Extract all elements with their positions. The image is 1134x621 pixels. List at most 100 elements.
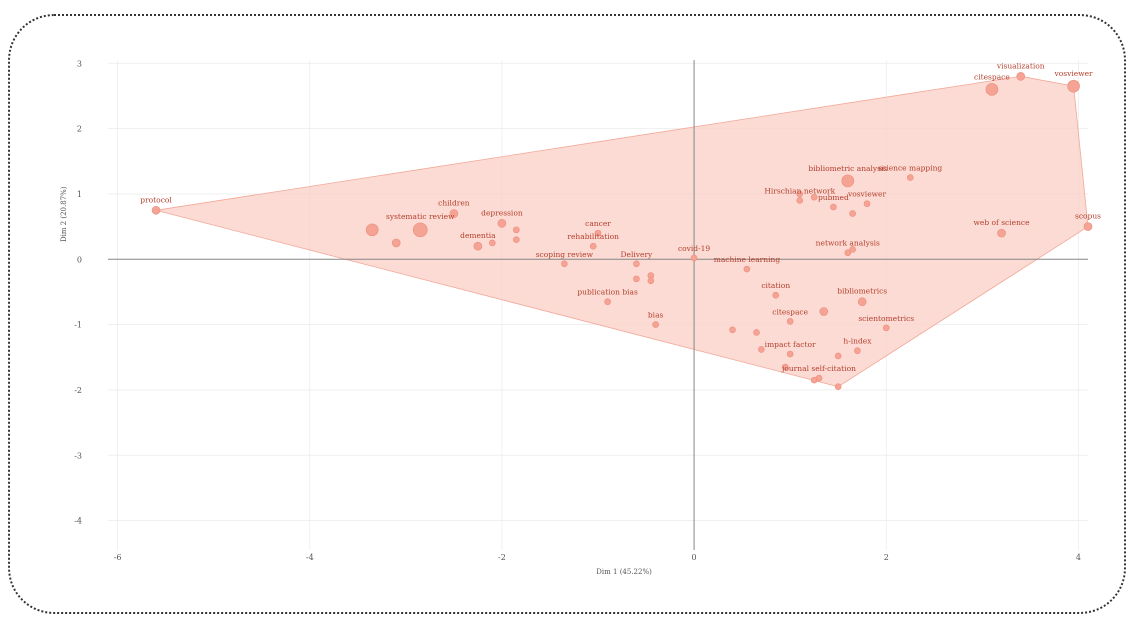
y-tick-label: -2 <box>74 386 82 395</box>
data-point <box>589 242 597 250</box>
point-label: vosviewer <box>847 190 887 199</box>
data-point <box>1083 222 1093 231</box>
data-point <box>151 205 161 215</box>
x-tick-label: -4 <box>306 553 314 562</box>
data-point <box>786 350 794 358</box>
point-label: visualization <box>996 61 1045 70</box>
point-label: scopus <box>1075 212 1101 221</box>
data-point <box>1067 79 1080 93</box>
point-label: citespace <box>772 307 808 316</box>
chart-frame <box>8 14 1126 614</box>
data-point <box>633 260 640 268</box>
data-point <box>391 238 401 248</box>
data-point <box>849 246 856 253</box>
data-point <box>690 254 698 262</box>
point-label: h-index <box>843 337 872 346</box>
point-label: impact factor <box>765 340 816 349</box>
y-tick-label: 0 <box>77 255 82 264</box>
data-point <box>985 83 999 96</box>
x-tick-label: -2 <box>498 553 506 562</box>
point-label: bibliometrics <box>837 287 887 296</box>
point-label: protocol <box>140 195 172 204</box>
data-point <box>473 241 483 251</box>
convex-hull <box>155 75 1089 388</box>
data-point <box>782 363 789 371</box>
point-label: depression <box>481 208 523 217</box>
point-label: rehabilitation <box>567 232 619 241</box>
data-point <box>810 193 818 201</box>
point-label: covid-19 <box>678 244 710 253</box>
point-label: systematic review <box>386 212 455 221</box>
point-label: bibliometric analysis <box>808 164 887 173</box>
point-label: publication bias <box>577 288 638 297</box>
y-tick-label: 3 <box>77 59 82 68</box>
data-point <box>841 174 855 188</box>
point-label: vosviewer <box>1054 69 1094 78</box>
x-axis-label: Dim 1 (45.22%) <box>596 568 652 576</box>
x-tick-label: -6 <box>114 553 122 562</box>
point-label: bias <box>648 311 664 320</box>
data-point <box>449 209 459 218</box>
data-point <box>830 203 837 211</box>
data-point <box>796 190 804 198</box>
data-point <box>497 219 507 228</box>
data-point <box>365 223 379 237</box>
point-label: journal self-citation <box>781 364 856 373</box>
data-point <box>772 291 780 299</box>
y-tick-label: -3 <box>74 451 82 460</box>
y-tick-label: -1 <box>74 321 82 330</box>
data-point <box>513 226 520 234</box>
point-label: pubmed <box>818 193 849 202</box>
data-point <box>997 228 1006 238</box>
point-label: network analysis <box>816 239 880 248</box>
data-point <box>753 329 760 336</box>
x-tick-label: 0 <box>692 553 697 562</box>
x-tick-label: 4 <box>1076 553 1081 562</box>
data-point <box>743 265 751 273</box>
data-point <box>633 275 640 283</box>
data-point <box>815 374 823 382</box>
data-point <box>882 324 890 332</box>
point-labels: protocol children systematic review depress… <box>140 61 1101 373</box>
data-point <box>758 346 765 353</box>
point-label: Hirschian network <box>764 186 835 195</box>
y-tick-label: 1 <box>77 190 82 199</box>
data-point <box>561 260 568 268</box>
data-point <box>513 236 520 243</box>
data-point <box>834 352 842 360</box>
point-label: dementia <box>460 231 496 240</box>
point-label: scoping review <box>536 250 594 259</box>
data-point <box>863 200 871 208</box>
data-point <box>604 298 611 306</box>
data-point <box>844 249 852 257</box>
point-label: Delivery <box>621 250 654 259</box>
data-point <box>819 307 829 316</box>
data-point <box>786 318 794 325</box>
data-point <box>796 197 804 204</box>
point-label: citespace <box>974 72 1010 81</box>
point-label: web of science <box>973 218 1030 227</box>
point-label: scientometrics <box>858 314 914 323</box>
points <box>151 72 1093 390</box>
tick-labels: -6 -4 -2 0 2 4 -4 -3 -2 -1 0 1 2 3 <box>74 59 1081 562</box>
data-point <box>412 222 428 238</box>
data-point <box>849 210 856 217</box>
data-point <box>854 347 861 355</box>
data-point <box>489 239 496 247</box>
data-point <box>906 174 914 181</box>
data-point <box>729 326 736 334</box>
point-label: cancer <box>585 219 611 228</box>
y-tick-label: 2 <box>77 125 82 134</box>
point-label: citation <box>761 281 790 290</box>
point-label: machine learning <box>714 255 781 264</box>
data-point <box>834 383 842 390</box>
point-label: children <box>438 199 470 208</box>
point-label: science mapping <box>878 164 942 173</box>
y-axis-label: Dim 2 (20.87%) <box>60 186 68 242</box>
y-tick-label: -4 <box>74 517 82 526</box>
data-point <box>652 321 659 328</box>
x-tick-label: 2 <box>884 553 889 562</box>
data-point <box>1016 72 1026 81</box>
data-point <box>857 297 867 307</box>
